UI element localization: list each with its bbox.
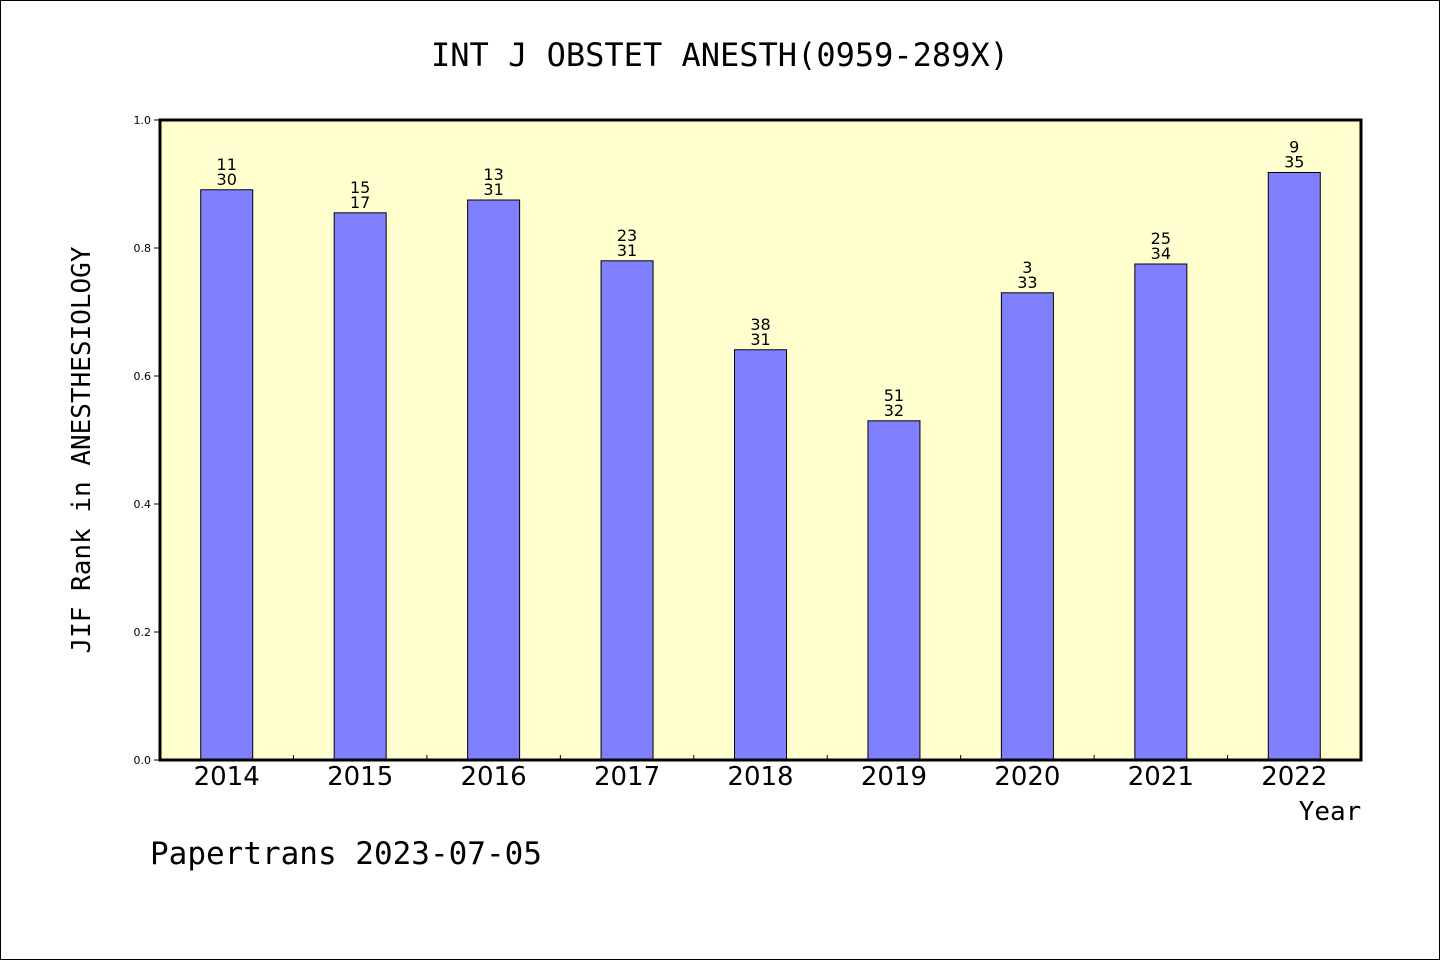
bar (333, 212, 387, 761)
bar-label-bottom: 31 (483, 180, 503, 199)
x-axis-categories: 2014 2015 2016 2017 2018 2019 2020 2021 2022 (194, 755, 1327, 792)
bar-label-bottom: 30 (217, 170, 237, 189)
chart-title: INT J OBSTET ANESTH(0959-289X) (431, 36, 1009, 74)
x-axis-label: Year (1299, 797, 1362, 827)
x-tick-label: 2014 (194, 762, 260, 792)
x-tick-label: 2021 (1128, 762, 1194, 792)
bar (467, 199, 521, 761)
bar-label-top: 25 (1151, 229, 1171, 248)
footer-credit: Papertrans 2023-07-05 (150, 836, 542, 872)
plot-border (158, 118, 1363, 762)
bar (734, 349, 787, 761)
x-tick-label: 2016 (461, 762, 527, 792)
x-tick-label: 2018 (727, 762, 793, 792)
y-tick-label: 0.6 (134, 370, 152, 383)
bar-series (200, 171, 1321, 761)
y-tick-label: 0.8 (134, 242, 152, 255)
y-tick-label: 0.2 (134, 626, 152, 639)
bar-label-top: 15 (350, 178, 370, 197)
bar (1000, 292, 1054, 761)
bar (1267, 171, 1321, 761)
bar (1134, 263, 1188, 761)
bar-label-bottom: 17 (350, 193, 370, 212)
y-tick-label: 1.0 (134, 114, 152, 127)
y-tick-label: 0.4 (134, 498, 152, 511)
x-tick-label: 2019 (861, 762, 927, 792)
bar (200, 189, 254, 761)
bar-label-bottom: 34 (1151, 244, 1171, 263)
bar-label-top: 51 (884, 386, 904, 405)
bar-label-bottom: 32 (884, 401, 904, 420)
bar (867, 420, 921, 761)
bar-label-top: 23 (617, 226, 637, 245)
x-tick-label: 2020 (994, 762, 1060, 792)
bar (600, 260, 654, 761)
y-axis-label: JIF Rank in ANESTHESIOLOGY (67, 246, 97, 653)
bar-label-bottom: 35 (1284, 152, 1304, 171)
bar-label-bottom: 31 (750, 330, 770, 349)
bar-label-top: 9 (1289, 137, 1299, 156)
bar-label-bottom: 33 (1017, 273, 1037, 292)
bar-label-bottom: 31 (617, 241, 637, 260)
bar-label-top: 11 (217, 155, 237, 174)
y-tick-label: 0.0 (134, 754, 152, 767)
bar-label-top: 38 (750, 315, 770, 334)
bar-label-top: 13 (483, 165, 503, 184)
x-tick-label: 2022 (1261, 762, 1327, 792)
bar-label-top: 3 (1022, 258, 1032, 277)
x-tick-label: 2017 (594, 762, 660, 792)
y-axis-ticks: 0.0 0.2 0.4 0.6 0.8 1.0 (134, 114, 160, 767)
x-tick-label: 2015 (327, 762, 393, 792)
